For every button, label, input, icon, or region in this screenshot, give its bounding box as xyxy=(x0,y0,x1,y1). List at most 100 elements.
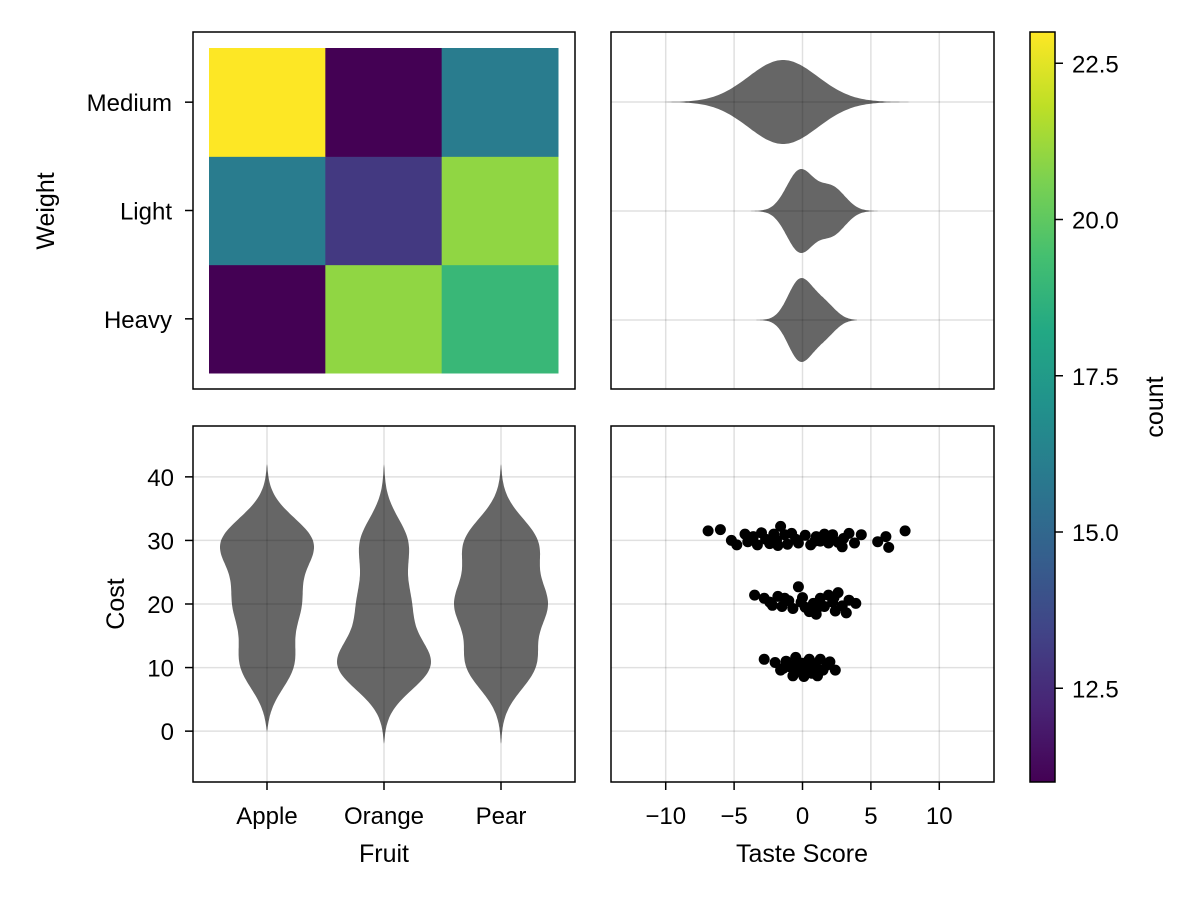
scatter-point xyxy=(809,535,821,547)
heatmap-y-ticks: Heavy Light Medium xyxy=(87,90,193,334)
scatter-point xyxy=(855,529,867,541)
scatter-point xyxy=(810,662,822,674)
taste-score-x-tick-label: −5 xyxy=(720,803,747,830)
scatter-point xyxy=(850,597,862,609)
scatter-point xyxy=(883,541,895,553)
taste-score-x-tick-label: −10 xyxy=(645,803,686,830)
scatter-point xyxy=(818,601,830,612)
colorbar-tick-label: 17.5 xyxy=(1072,364,1119,391)
violin-heavy xyxy=(747,278,858,362)
heatmap-y-tick-label: Heavy xyxy=(104,307,172,334)
taste-score-x-tick-label: 10 xyxy=(926,803,953,830)
scatter-point xyxy=(802,655,814,667)
scatter-points xyxy=(702,520,911,682)
scatter-point xyxy=(792,537,804,549)
scatter-point xyxy=(749,589,761,601)
scatter-point xyxy=(810,608,822,620)
scatter-point xyxy=(772,540,784,551)
scatter-point xyxy=(792,581,804,593)
heatmap-cell-medium-apple xyxy=(209,48,326,157)
scatter-point xyxy=(840,607,852,619)
scatter-point xyxy=(782,538,793,550)
colorbar-gradient xyxy=(1030,32,1055,782)
heatmap-cell-heavy-orange xyxy=(325,264,443,374)
scatter-point xyxy=(775,520,787,532)
fruit-x-tick-label: Orange xyxy=(344,803,424,830)
scatter-point xyxy=(843,527,855,539)
colorbar-tick-label: 12.5 xyxy=(1072,676,1119,703)
heatmap-panel: Heavy Light Medium Weight xyxy=(32,31,576,390)
colorbar: 12.5 15.0 17.5 20.0 22.5 count xyxy=(1029,31,1169,783)
scatter-point xyxy=(766,599,778,611)
scatter-point xyxy=(751,539,763,551)
cost-y-tick-label: 10 xyxy=(147,656,174,683)
heatmap-y-axis-label: Weight xyxy=(32,172,60,249)
scatter-point xyxy=(899,525,911,537)
heatmap-cell-light-apple xyxy=(209,156,326,266)
heatmap-cell-light-orange xyxy=(325,156,443,266)
fruit-x-axis-label: Fruit xyxy=(359,840,409,868)
cost-y-axis-label: Cost xyxy=(102,578,130,629)
heatmap-cell-medium-pear xyxy=(441,48,559,157)
violin-medium xyxy=(665,60,940,144)
heatmap-y-tick-label: Medium xyxy=(87,90,172,117)
scatter-point xyxy=(799,529,811,541)
fruit-x-tick-label: Apple xyxy=(236,803,297,830)
colorbar-frame xyxy=(1029,31,1056,783)
fruit-x-tick-label: Pear xyxy=(476,803,527,830)
colorbar-tick-label: 15.0 xyxy=(1072,520,1119,547)
heatmap-cell-heavy-apple xyxy=(209,264,326,374)
cost-y-tick-label: 30 xyxy=(147,528,174,555)
cost-y-tick-label: 40 xyxy=(147,465,174,492)
heatmap-cell-heavy-pear xyxy=(441,264,559,374)
cost-y-ticks: 0 10 20 30 40 xyxy=(147,465,193,746)
horizontal-violin-frame xyxy=(610,31,995,390)
violin-pear xyxy=(454,464,548,744)
scatter-point xyxy=(824,656,836,668)
scatter-point xyxy=(758,653,770,665)
scatter-point xyxy=(777,662,789,674)
scatter-point xyxy=(769,657,781,668)
scatter-point xyxy=(829,664,841,676)
scatter-point xyxy=(787,603,799,614)
scatter-point xyxy=(849,537,860,549)
scatter-point xyxy=(799,668,811,680)
violin-light xyxy=(734,169,885,253)
scatter-point xyxy=(702,525,714,537)
cost-y-tick-label: 20 xyxy=(147,592,174,619)
colorbar-ticks: 12.5 15.0 17.5 20.0 22.5 xyxy=(1055,51,1119,703)
taste-score-x-ticks: −10 −5 0 5 10 xyxy=(645,782,953,830)
taste-score-x-axis-label: Taste Score xyxy=(736,840,868,868)
scatter-point xyxy=(747,531,759,543)
horizontal-violin-shapes xyxy=(665,60,940,362)
violin-apple xyxy=(220,464,314,732)
colorbar-tick-label: 20.0 xyxy=(1072,208,1119,235)
scatter-point xyxy=(823,537,834,549)
heatmap-cell-medium-orange xyxy=(325,48,443,157)
violin-orange xyxy=(337,464,431,744)
heatmap-y-tick-label: Light xyxy=(120,199,172,226)
colorbar-label: count xyxy=(1141,376,1169,437)
taste-score-x-tick-label: 0 xyxy=(796,803,809,830)
scatter-point xyxy=(797,592,808,604)
heatmap-cell-light-pear xyxy=(441,156,559,266)
cost-y-tick-label: 0 xyxy=(161,719,174,746)
scatter-point xyxy=(779,592,791,604)
scatter-point xyxy=(827,529,839,541)
horizontal-violin-panel xyxy=(610,31,995,390)
scatter-point xyxy=(836,541,848,553)
scatter-panel: −10 −5 0 5 10 Taste Score xyxy=(610,425,995,868)
scatter-point xyxy=(872,536,884,548)
scatter-point xyxy=(714,524,726,536)
scatter-point xyxy=(828,592,840,604)
taste-score-x-tick-label: 5 xyxy=(864,803,877,830)
colorbar-tick-label: 22.5 xyxy=(1072,51,1119,78)
heatmap-cells xyxy=(209,48,559,374)
vertical-violin-panel: 0 10 20 30 40 Apple Orange Pear Cost Fruit xyxy=(102,425,576,868)
scatter-point xyxy=(880,531,892,543)
vertical-violin-shapes xyxy=(220,464,548,744)
scatter-point xyxy=(731,539,743,551)
scatter-point xyxy=(818,528,830,540)
fruit-x-ticks: Apple Orange Pear xyxy=(236,782,526,830)
